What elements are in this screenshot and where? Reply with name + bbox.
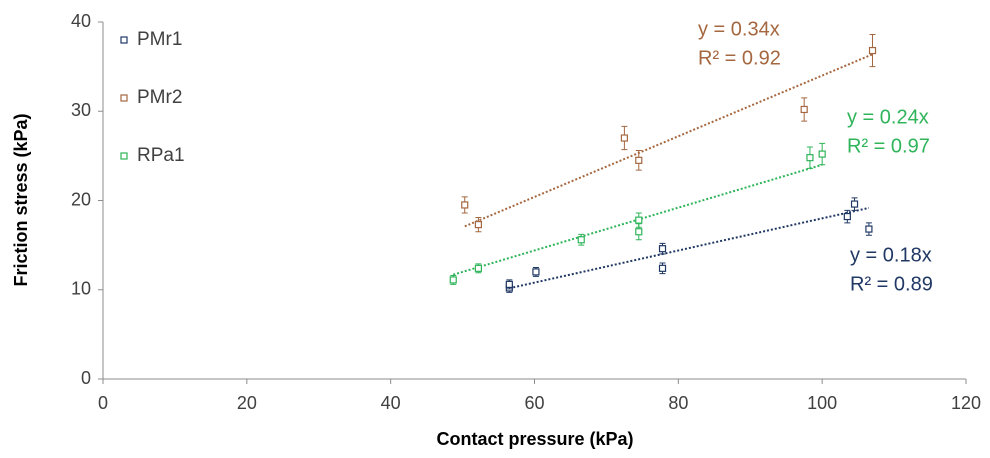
point [850, 200, 859, 208]
point [806, 154, 814, 162]
trend-equation: y = 0.18x [850, 244, 932, 266]
trend-equation: y = 0.34x [698, 18, 780, 40]
trend-equation: y = 0.24x [847, 106, 929, 128]
y-axis-title: Friction stress (kPa) [11, 113, 31, 286]
point [658, 245, 667, 253]
legend-marker [120, 36, 128, 44]
point [865, 225, 873, 233]
point [818, 150, 826, 158]
y-tick-label: 30 [71, 100, 91, 120]
point [620, 134, 628, 142]
point [474, 264, 483, 272]
y-tick-label: 20 [71, 189, 91, 209]
point [474, 220, 483, 229]
trend-r2: R² = 0.92 [698, 47, 781, 69]
legend-marker [120, 94, 128, 102]
point [658, 264, 667, 272]
trendline [464, 53, 873, 228]
trend-r2: R² = 0.89 [850, 273, 933, 295]
point [532, 268, 540, 276]
x-tick-label: 80 [668, 393, 688, 413]
point [800, 105, 808, 114]
x-tick-label: 100 [807, 393, 837, 413]
trendline [509, 206, 870, 290]
point [868, 46, 877, 55]
point [635, 156, 643, 164]
point [577, 236, 585, 244]
x-tick-label: 60 [524, 393, 544, 413]
legend-marker [120, 152, 128, 160]
legend-label: PMr1 [137, 29, 182, 50]
x-tick-label: 20 [237, 393, 257, 413]
point [843, 212, 851, 221]
point [635, 228, 643, 236]
x-axis-title: Contact pressure (kPa) [436, 429, 633, 449]
x-tick-label: 40 [381, 393, 401, 413]
trend-r2: R² = 0.97 [847, 135, 930, 157]
y-tick-label: 10 [71, 279, 91, 299]
x-tick-label: 0 [98, 393, 108, 413]
legend-label: RPa1 [137, 145, 185, 166]
x-tick-label: 120 [951, 393, 981, 413]
legend-label: PMr2 [137, 87, 182, 108]
point [461, 201, 469, 209]
point [505, 280, 513, 288]
y-tick-label: 0 [81, 368, 91, 388]
point [449, 276, 457, 284]
y-tick-label: 40 [71, 11, 91, 31]
point [635, 216, 643, 224]
